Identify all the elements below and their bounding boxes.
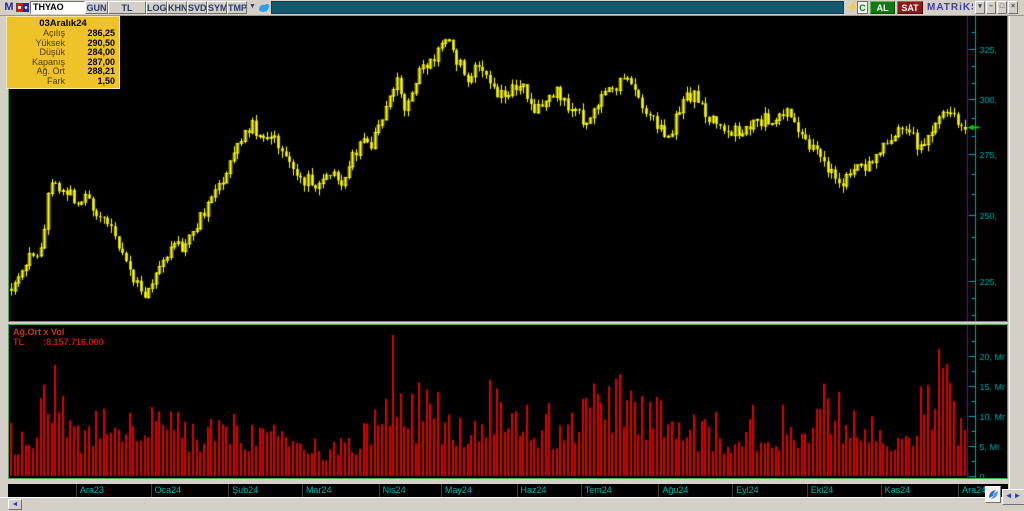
info-box-date: 03Aralık24 — [39, 18, 87, 29]
volume-chart-canvas[interactable] — [9, 325, 1007, 478]
time-axis-separator — [440, 484, 442, 497]
info-row-open: Açılış 286,25 — [42, 28, 115, 38]
toolbar: M THYAO GUN TL LOG KHN SVD SYM TMP ▼ ⚡ C… — [0, 0, 1024, 16]
time-axis-label: Haz24 — [520, 485, 547, 495]
time-axis-separator — [958, 484, 960, 497]
info-row-low: Düşük 284,00 — [39, 47, 115, 57]
time-axis-separator — [658, 484, 660, 497]
chevron-down-icon[interactable]: ▼ — [249, 3, 256, 10]
buy-button[interactable]: AL — [870, 1, 895, 14]
time-axis-label: Nis24 — [382, 485, 406, 495]
twitter-bird-icon[interactable] — [257, 1, 270, 14]
horizontal-scrollbar[interactable]: ◄ — [0, 497, 1024, 511]
time-axis-label: Şub24 — [232, 485, 259, 495]
restore-icon[interactable]: □ — [997, 1, 1007, 14]
chart-nav-arrows[interactable]: ◄► — [1002, 489, 1024, 505]
title-strip — [271, 1, 844, 14]
time-axis-label: Ara24 — [962, 485, 987, 495]
minimize-icon[interactable]: – — [986, 1, 996, 14]
c-button[interactable]: C — [857, 1, 868, 14]
time-axis-label: Kas24 — [884, 485, 911, 495]
time-axis-label: Tem24 — [584, 485, 612, 495]
ohlc-info-box: 03Aralık24 Açılış 286,25 Yüksek 290,50 Düş… — [6, 16, 120, 89]
time-axis-label: Mar24 — [305, 485, 332, 495]
scroll-left-button[interactable]: ◄ — [8, 499, 22, 510]
panel-dropdown-button[interactable]: ▾ — [975, 1, 985, 14]
price-panel — [8, 15, 1008, 322]
app-logo: M — [4, 1, 14, 13]
nav-right-icon[interactable]: ► — [1013, 491, 1023, 500]
info-row-high: Yüksek 290,50 — [35, 37, 115, 48]
nav-left-icon[interactable]: ◄ — [1004, 491, 1014, 500]
time-axis-separator — [75, 484, 77, 497]
info-row-close: Kapanış 287,00 — [31, 56, 115, 67]
volume-total: TL:8.157.716.000 — [13, 337, 104, 347]
time-axis-separator — [806, 484, 808, 497]
symbol-flag-icon — [15, 1, 29, 14]
volume-title: Ağ.Ort x Vol — [13, 327, 65, 337]
time-axis-separator — [150, 484, 152, 497]
matriks-swirl-button[interactable] — [985, 486, 1001, 503]
timeframe-button[interactable]: GUN — [85, 1, 108, 14]
log-scale-button[interactable]: LOG — [146, 1, 167, 14]
time-axis-separator — [732, 484, 734, 497]
info-row-avg: Ağ. Ort 288,21 — [36, 66, 115, 76]
time-axis-separator — [880, 484, 882, 497]
info-row-change: Fark 1,50 — [47, 75, 115, 86]
brand-logo: MATRiKS — [927, 2, 973, 13]
sym-button[interactable]: SYM — [207, 1, 227, 14]
lightning-icon[interactable]: ⚡ — [846, 2, 856, 13]
sell-button[interactable]: SAT — [897, 1, 923, 14]
time-axis-separator — [228, 484, 230, 497]
tmp-button[interactable]: TMP — [227, 1, 247, 14]
time-axis-label: Oca24 — [154, 485, 182, 495]
volume-header: Ağ.Ort x Vol TL:8.157.716.000 — [13, 327, 104, 347]
khn-button[interactable]: KHN — [167, 1, 187, 14]
time-axis-label: May24 — [444, 485, 472, 495]
time-axis-label: Ara23 — [79, 485, 104, 495]
volume-panel: Ağ.Ort x Vol TL:8.157.716.000 — [8, 324, 1008, 479]
time-axis-separator — [516, 484, 518, 497]
right-scrollbar-strip[interactable] — [1009, 15, 1024, 497]
time-axis-separator — [301, 484, 303, 497]
time-axis: Ara23 Oca24 Şub24 Mar24 Nis24 May24 Haz24 Tem24… — [8, 484, 1008, 497]
time-axis-label: Eki24 — [810, 485, 834, 495]
close-icon[interactable]: × — [1008, 1, 1018, 14]
svd-button[interactable]: SVD — [187, 1, 207, 14]
time-axis-separator — [378, 484, 380, 497]
price-chart-canvas[interactable] — [9, 16, 1007, 321]
symbol-input[interactable]: THYAO — [30, 1, 85, 14]
currency-button[interactable]: TL — [108, 1, 146, 14]
time-axis-label: Ağu24 — [662, 485, 689, 495]
time-axis-label: Eyl24 — [736, 485, 759, 495]
time-axis-separator — [580, 484, 582, 497]
